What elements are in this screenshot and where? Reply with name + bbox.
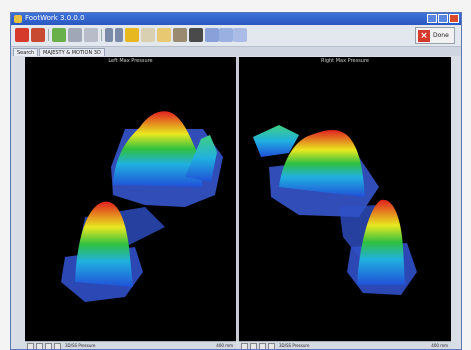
heel-peak <box>357 199 405 285</box>
right-pressure-panel: Right Max Pressure <box>239 57 451 341</box>
close-icon: × <box>418 29 430 42</box>
toolbar-separator <box>101 29 102 41</box>
record-icon[interactable] <box>125 28 139 42</box>
tab-bar: Search MAJESTY & MOTION 3D <box>11 47 461 56</box>
app-window: FootWork 3.0.0.0 × Done Search MAJESTY & <box>10 12 462 350</box>
print-icon[interactable] <box>141 28 155 42</box>
toe-peak <box>253 125 299 157</box>
stop-icon[interactable] <box>15 28 29 42</box>
left-pressure-panel: Left Max Pressure <box>25 57 236 341</box>
window-title: FootWork 3.0.0.0 <box>25 14 85 22</box>
arrow-icon-2[interactable] <box>115 28 123 42</box>
left-panel-title: Left Max Pressure <box>108 58 153 64</box>
play-icon[interactable] <box>52 28 66 42</box>
export-icon[interactable] <box>173 28 187 42</box>
view-button-2[interactable] <box>36 343 43 349</box>
title-bar: FootWork 3.0.0.0 <box>11 13 461 25</box>
close-button[interactable] <box>449 14 459 23</box>
toolbar-separator <box>48 29 49 41</box>
layers-icon[interactable] <box>84 28 98 42</box>
view-button-3[interactable] <box>45 343 52 349</box>
maximize-button[interactable] <box>438 14 448 23</box>
left-foot-3d-plot <box>61 111 223 302</box>
foot-icon[interactable] <box>189 28 203 42</box>
right-status-text: 3D/SS Pressure <box>279 343 310 348</box>
photo-icon[interactable] <box>157 28 171 42</box>
left-status-bar: 3D/SS Pressure 400 mm <box>25 341 236 349</box>
run-icon[interactable] <box>31 28 45 42</box>
right-status-bar: 3D/SS Pressure 400 mm <box>239 341 451 349</box>
right-panel-title: Right Max Pressure <box>320 58 370 64</box>
toolbar: × Done <box>11 25 461 47</box>
view-button-4[interactable] <box>268 343 275 349</box>
view-button-3[interactable] <box>259 343 266 349</box>
heel-peak <box>75 201 133 287</box>
forefoot-peak <box>113 111 203 187</box>
left-status-value: 400 mm <box>216 343 233 348</box>
chart-icon-3[interactable] <box>233 28 247 42</box>
minimize-button[interactable] <box>427 14 437 23</box>
arrow-icon[interactable] <box>105 28 113 42</box>
view-button-2[interactable] <box>250 343 257 349</box>
view-button-1[interactable] <box>27 343 34 349</box>
toe-peak <box>185 135 217 182</box>
done-button[interactable]: × Done <box>415 27 455 44</box>
chart-icon[interactable] <box>205 28 219 42</box>
app-icon <box>14 15 22 23</box>
right-status-value: 400 mm <box>431 343 448 348</box>
view-button-4[interactable] <box>54 343 61 349</box>
settings-icon[interactable] <box>68 28 82 42</box>
right-foot-3d-plot <box>253 125 417 295</box>
forefoot-peak <box>279 130 365 197</box>
tab-3d-view[interactable]: MAJESTY & MOTION 3D <box>39 48 105 56</box>
done-label: Done <box>433 32 449 39</box>
chart-icon-2[interactable] <box>219 28 233 42</box>
tab-search[interactable]: Search <box>13 48 39 56</box>
left-status-text: 3D/SS Pressure <box>65 343 96 348</box>
view-button-1[interactable] <box>241 343 248 349</box>
panel-divider[interactable] <box>236 57 239 341</box>
